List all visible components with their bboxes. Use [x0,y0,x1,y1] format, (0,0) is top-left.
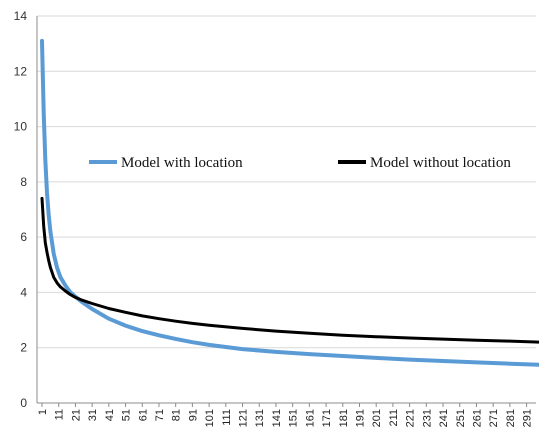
x-tick-label: 201 [371,409,383,427]
y-tick-label: 14 [14,9,28,23]
gridlines [37,15,536,349]
x-tick-label: 241 [438,409,450,427]
x-tick-label: 231 [421,409,433,427]
x-tick-label: 111 [221,409,233,426]
x-tick-label: 51 [121,409,133,421]
x-tick-label: 61 [137,409,149,421]
x-tick-label: 181 [338,409,350,427]
x-tick-label: 151 [288,409,300,427]
x-tick-label: 11 [54,409,66,420]
x-tick-label: 291 [522,409,534,427]
x-tick-label: 131 [254,409,266,427]
series-line-model-without-location [40,196,539,344]
x-tick-label: 251 [455,409,467,427]
x-tick-label: 91 [187,409,199,421]
y-tick-label: 8 [20,175,27,189]
y-tick-label: 12 [14,64,28,78]
y-tick-label: 0 [20,396,27,410]
x-tick-label: 281 [505,409,517,427]
series-line-model-with-location [40,38,539,367]
x-tick-label: 31 [87,409,99,421]
x-tick-label: 21 [70,409,82,421]
legend-label-model-with-location: Model with location [121,155,243,171]
y-tick-label: 10 [14,120,28,134]
x-tick-label: 171 [321,409,333,427]
x-tick-labels: 1 11 21 31 41 51 61 71 81 91 101 111 121 131 141 151 161… [37,409,534,427]
x-tick-label: 271 [488,409,500,427]
x-tick-label: 101 [204,409,216,427]
x-tick-label: 161 [304,409,316,427]
x-tick-label: 81 [171,409,183,421]
x-tick-label: 211 [388,409,400,427]
x-tick-label: 1 [37,409,49,415]
x-tick-label: 221 [405,409,417,427]
legend: Model with location Model without locati… [89,155,511,171]
axes [36,16,536,407]
x-tick-label: 191 [354,409,366,427]
x-tick-label: 261 [471,409,483,427]
x-tick-label: 141 [271,409,283,427]
x-tick-label: 121 [238,409,250,427]
legend-label-model-without-location: Model without location [370,155,511,171]
series-lines [40,38,539,367]
y-tick-label: 2 [20,341,27,355]
y-tick-label: 6 [20,230,27,244]
x-tick-label: 41 [104,409,116,421]
y-tick-label: 4 [20,285,27,299]
y-tick-labels: 0 2 4 6 8 10 12 14 [14,9,28,410]
x-tick-label: 71 [154,409,166,421]
